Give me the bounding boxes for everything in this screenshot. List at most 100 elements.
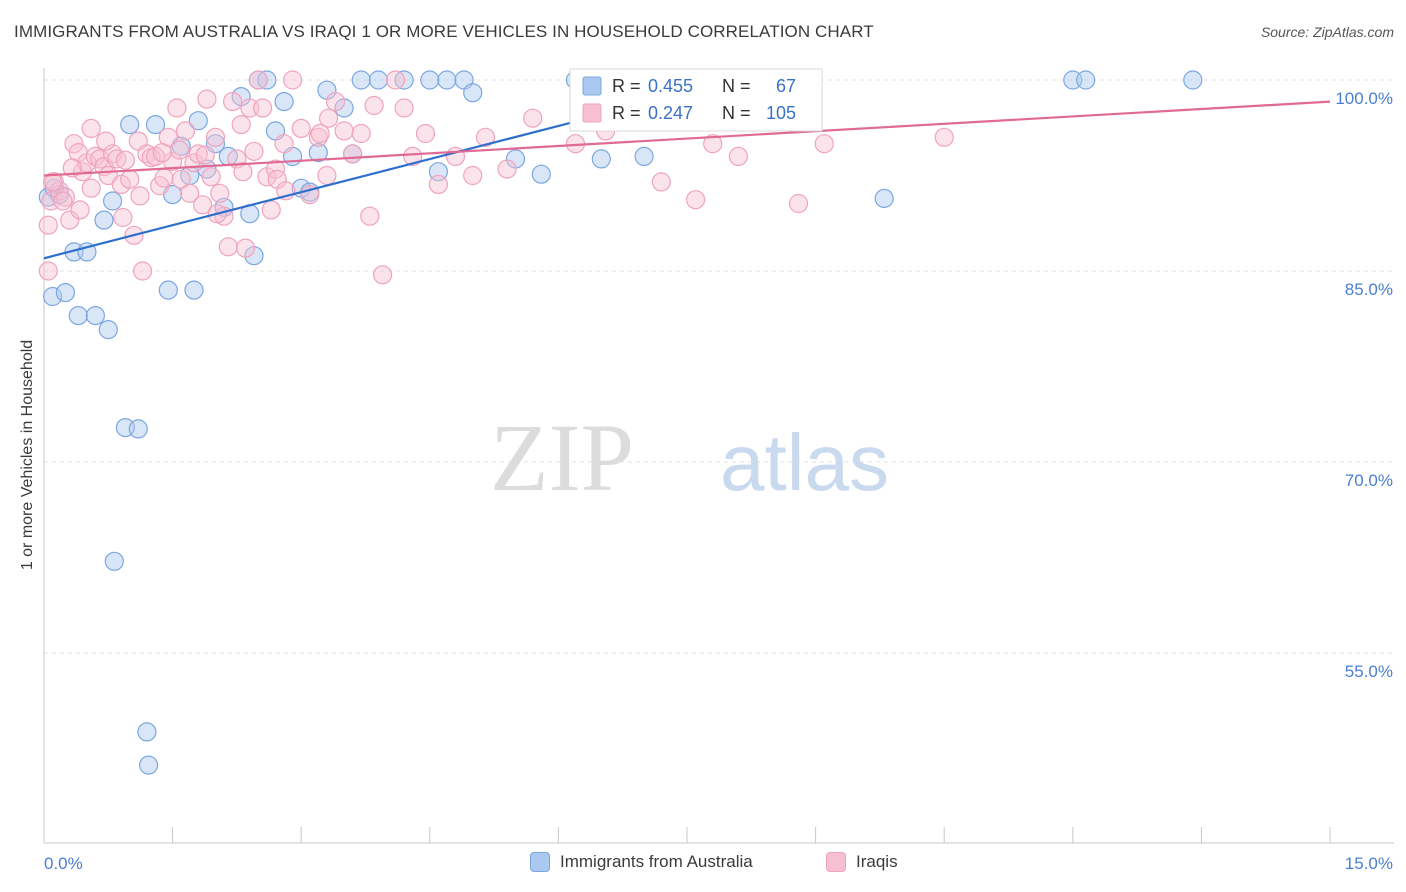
data-point [685,190,706,210]
y-tick-label: 85.0% [1345,280,1393,299]
data-point [128,419,148,439]
data-point [197,89,217,109]
data-point [158,280,178,300]
data-point [475,127,496,147]
legend-item-australia: Immigrants from Australia [530,852,753,872]
data-point [188,144,208,164]
data-point [94,210,114,230]
data-point [102,191,123,211]
data-point [130,186,150,206]
data-point [428,174,448,194]
y-tick-label: 55.0% [1345,662,1393,681]
legend-item-iraqis: Iraqis [826,852,898,872]
data-point [319,108,339,128]
data-point [415,123,436,144]
data-point [497,159,517,179]
data-point [218,237,238,257]
data-point [1183,70,1203,90]
data-point [283,70,303,90]
legend-n-value: 105 [766,103,796,123]
bottom-legend: Immigrants from Australia Iraqis [0,852,1406,878]
watermark-atlas: atlas [720,418,889,507]
data-point [139,755,159,775]
data-point [1076,70,1096,90]
data-point [205,127,226,147]
legend-swatch-blue [530,852,550,872]
data-point [343,144,363,164]
data-point [274,91,294,112]
data-point [137,722,157,742]
data-point [120,169,140,189]
data-point [180,183,200,203]
y-tick-label: 70.0% [1345,471,1393,490]
data-point [223,91,243,112]
legend-r-label: R = [612,103,641,123]
data-point [351,123,371,144]
data-point [291,118,311,138]
data-point [113,207,133,228]
legend-n-label: N = [722,103,751,123]
data-point [523,108,543,128]
data-point [231,114,251,135]
data-point [788,193,809,214]
legend-box: R = 0.455 N = 67 R = 0.247 N = 105 [569,68,823,132]
data-point [42,286,63,307]
data-point [154,168,174,188]
data-point [317,165,337,186]
data-point [368,70,388,90]
data-point [195,145,215,165]
legend-r-label: R = [612,76,641,96]
data-point [70,200,90,220]
legend-r-value: 0.247 [648,103,693,123]
data-point [634,146,654,166]
data-point [96,131,116,151]
data-point [38,261,58,281]
legend-r-value: 0.455 [648,76,693,96]
data-point [42,172,63,192]
data-point [253,98,273,118]
data-point [437,70,457,90]
legend-n-label: N = [722,76,751,96]
x-tick-label: 15.0% [1345,854,1393,873]
legend-swatch-pink [826,852,846,872]
data-point [169,140,190,160]
data-point [360,206,380,226]
data-point [233,162,253,182]
data-point [64,134,84,154]
legend-label: Immigrants from Australia [560,852,753,871]
data-point [115,150,136,170]
data-point [38,215,58,235]
data-point [193,195,213,215]
data-point [463,165,483,186]
tick-labels: 100.0% 85.0% 70.0% 55.0% 0.0% 15.0% [44,89,1393,873]
data-point [152,143,172,163]
data-point [201,167,221,187]
data-point [85,306,106,326]
data-point [334,121,354,141]
data-point [310,123,330,144]
legend-label: Iraqis [856,852,898,871]
data-point [98,320,118,340]
data-point [145,114,166,135]
data-point [463,83,483,103]
data-point [81,178,101,198]
data-point [81,118,101,138]
data-point [874,188,894,208]
axes [43,68,1394,844]
data-point [325,91,346,112]
data-point [171,169,191,189]
data-point [420,70,440,90]
legend-swatch-blue [582,76,602,96]
data-point [728,146,749,166]
data-point [167,98,187,118]
data-point [814,134,834,154]
data-point [104,551,124,571]
data-point [184,280,204,300]
data-point [120,114,140,135]
data-point [394,98,414,118]
data-point [244,141,264,161]
source-note: Source: ZipAtlas.com [1260,24,1394,40]
data-point [403,146,423,166]
data-point [703,134,723,154]
data-point [53,191,73,211]
